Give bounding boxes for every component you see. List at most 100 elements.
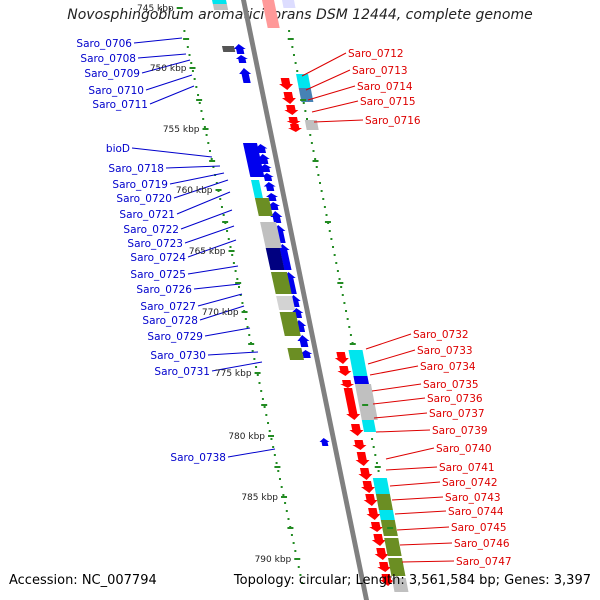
leader-line xyxy=(165,165,221,169)
leader-line xyxy=(207,351,259,356)
minor-tick xyxy=(274,466,281,468)
kbp-tick xyxy=(254,372,261,374)
tick-dot xyxy=(248,334,251,336)
kbp-tick xyxy=(294,558,301,560)
tick-dot xyxy=(340,286,343,288)
cog-block xyxy=(298,88,314,102)
cog-block xyxy=(265,248,285,270)
tick-dot xyxy=(297,566,300,568)
leader-line xyxy=(389,481,441,487)
leader-line xyxy=(394,510,447,515)
reverse-gene xyxy=(379,574,394,586)
gene-label-saro_0729: Saro_0729 xyxy=(147,331,203,343)
minor-tick xyxy=(362,404,369,406)
reverse-gene xyxy=(340,380,355,388)
tick-dot xyxy=(282,494,285,496)
tick-dot xyxy=(371,438,374,440)
cog-block xyxy=(276,296,296,310)
reverse-gene xyxy=(371,534,386,546)
leader-line xyxy=(311,100,359,113)
tick-dot xyxy=(323,206,326,208)
tick-dot xyxy=(191,70,194,72)
kbp-tick xyxy=(268,435,275,437)
tick-dot xyxy=(314,158,317,160)
kbp-tick xyxy=(228,250,235,252)
reverse-gene xyxy=(355,452,370,466)
tick-dot xyxy=(253,358,256,360)
tick-dot xyxy=(345,310,348,312)
leader-line xyxy=(173,179,229,199)
leader-line xyxy=(184,225,235,244)
tick-dot xyxy=(320,190,323,192)
cog-block xyxy=(270,272,292,294)
leader-line xyxy=(149,85,195,105)
leader-line xyxy=(141,59,191,74)
tick-dot xyxy=(285,510,288,512)
leader-line xyxy=(307,85,356,101)
minor-tick xyxy=(183,38,190,40)
leader-line xyxy=(372,397,426,405)
leader-line xyxy=(193,283,241,290)
tick-dot xyxy=(183,30,186,32)
leader-line xyxy=(313,119,364,123)
leader-line xyxy=(180,209,233,230)
tick-dot xyxy=(284,502,287,504)
leader-line xyxy=(371,383,422,392)
tick-dot xyxy=(258,382,261,384)
tick-dot xyxy=(328,230,331,232)
minor-tick xyxy=(196,99,203,101)
gene-label-saro_0718: Saro_0718 xyxy=(108,163,164,175)
leader-line xyxy=(301,52,347,77)
leader-line xyxy=(391,496,444,501)
forward-gene xyxy=(233,44,246,54)
cog-block xyxy=(372,478,390,494)
tick-dot xyxy=(330,238,333,240)
tick-dot xyxy=(231,254,234,256)
gene-label-saro_0739: Saro_0739 xyxy=(432,425,488,437)
tick-dot xyxy=(219,198,222,200)
cog-block xyxy=(279,312,301,336)
tick-dot xyxy=(292,542,295,544)
tick-dot xyxy=(310,142,313,144)
kbp-label: 770 kbp xyxy=(202,308,239,318)
backbone-track xyxy=(241,0,369,600)
minor-tick xyxy=(300,99,307,101)
tick-dot xyxy=(203,126,206,128)
leader-line xyxy=(385,447,435,460)
reverse-gene xyxy=(358,468,373,480)
reverse-gene xyxy=(279,78,294,90)
gene-label-saro_0710: Saro_0710 xyxy=(88,85,144,97)
tick-dot xyxy=(315,166,318,168)
tick-dot xyxy=(348,326,351,328)
tick-dot xyxy=(305,118,308,120)
tick-dot xyxy=(273,454,276,456)
leader-line xyxy=(204,327,251,337)
gene-label-saro_0712: Saro_0712 xyxy=(348,48,404,60)
gene-label-saro_0720: Saro_0720 xyxy=(116,193,172,205)
tick-dot xyxy=(209,150,211,152)
cog-block xyxy=(260,222,282,248)
minor-tick xyxy=(337,282,344,284)
tick-dot xyxy=(215,182,218,184)
tick-dot xyxy=(288,30,291,32)
gene-label-saro_0747: Saro_0747 xyxy=(456,556,512,568)
tick-dot xyxy=(275,462,278,464)
reverse-gene xyxy=(361,481,376,493)
reverse-gene xyxy=(377,562,392,572)
cog-block xyxy=(348,350,368,376)
forward-gene xyxy=(270,211,283,223)
tick-dot xyxy=(220,206,223,208)
tick-dot xyxy=(193,78,196,80)
tick-dot xyxy=(256,374,259,376)
minor-tick xyxy=(387,527,394,529)
gene-label-saro_0743: Saro_0743 xyxy=(445,492,501,504)
cog-block xyxy=(296,74,311,88)
forward-gene xyxy=(277,244,292,270)
kbp-label: 775 kbp xyxy=(215,369,252,379)
kbp-tick xyxy=(189,67,196,69)
forward-gene xyxy=(261,173,274,181)
tick-dot xyxy=(226,230,229,232)
tick-dot xyxy=(335,262,338,264)
tick-dot xyxy=(202,118,205,120)
gene-label-saro_0733: Saro_0733 xyxy=(417,345,473,357)
